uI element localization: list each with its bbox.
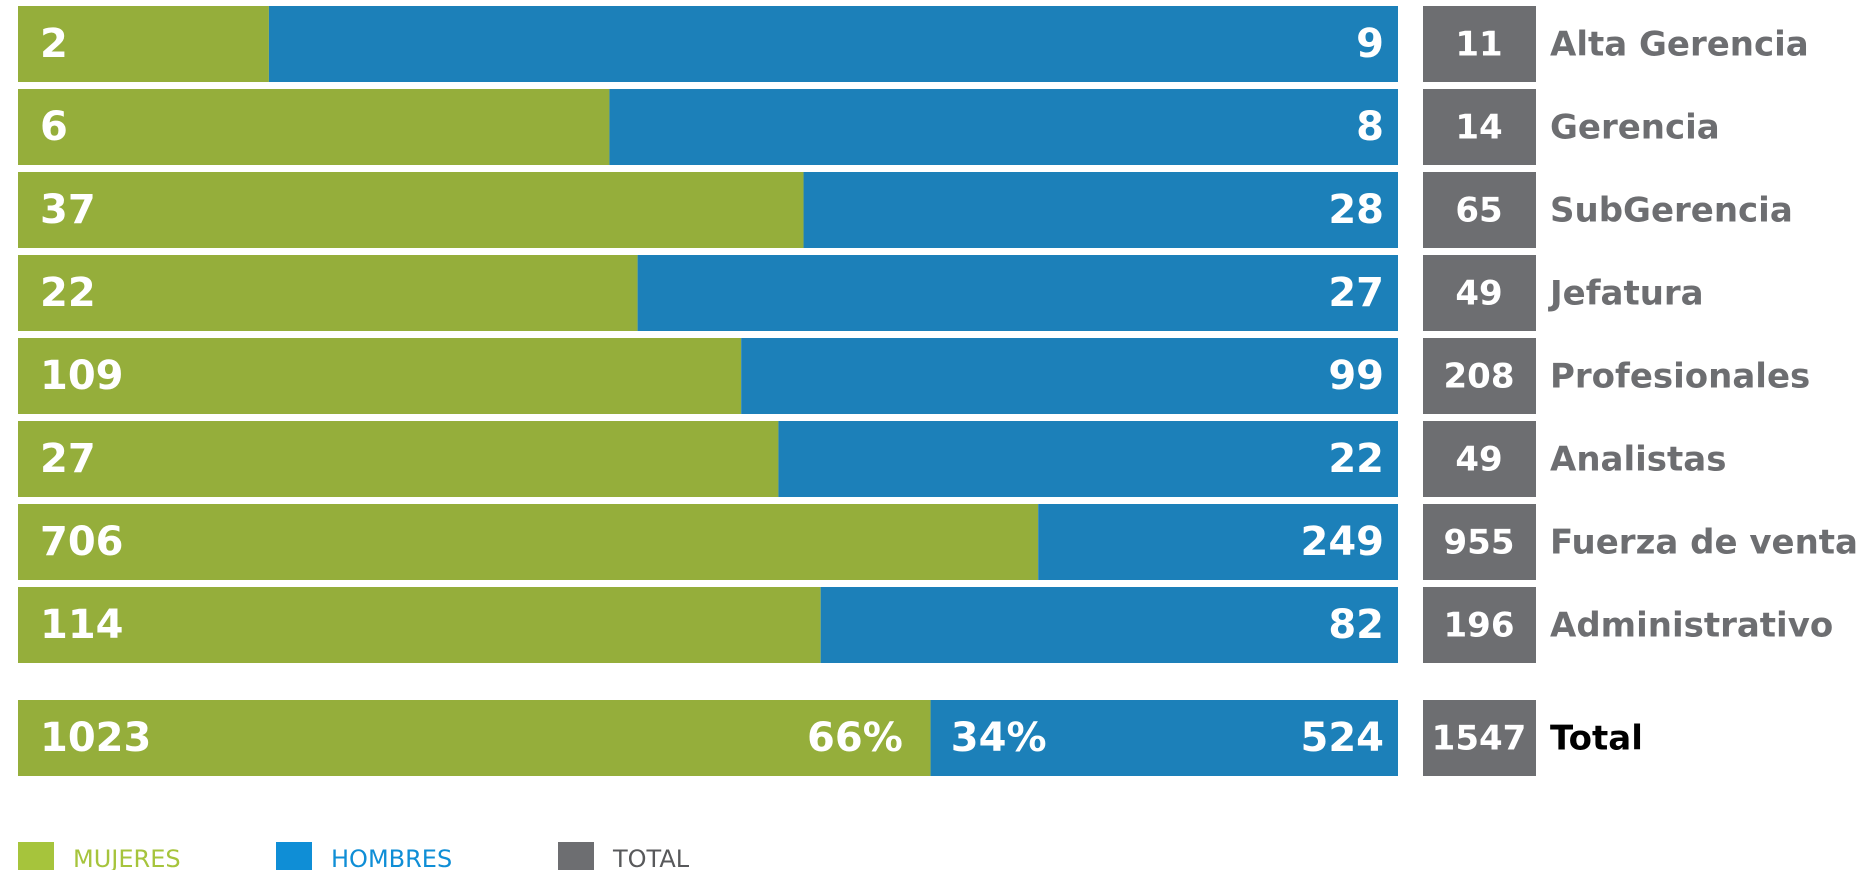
total-label: 65 [1455, 191, 1502, 231]
value-label: 28 [1328, 187, 1384, 233]
category-label: Alta Gerencia [1550, 25, 1809, 65]
category-label: SubGerencia [1550, 191, 1793, 231]
bar-women [18, 587, 821, 663]
total-label: 49 [1455, 274, 1502, 314]
bar-men [269, 6, 1398, 82]
category-label: Gerencia [1550, 108, 1720, 148]
bar-women [18, 172, 804, 248]
category-label: Fuerza de venta [1550, 523, 1858, 563]
bar-women [18, 700, 931, 776]
chart: 2 9 11 Alta Gerencia 6 8 14 Gerencia 37 28 65 SubGe… [0, 0, 1871, 870]
bar-women [18, 504, 1038, 580]
total-label: 955 [1444, 523, 1515, 563]
value-label: 1023 [40, 715, 151, 761]
legend-label: HOMBRES [331, 845, 452, 870]
value-label: 22 [40, 270, 96, 316]
value-label: 6 [40, 104, 68, 150]
value-label: 9 [1356, 21, 1384, 67]
value-label: 8 [1356, 104, 1384, 150]
value-label: 27 [40, 436, 96, 482]
value-label: 114 [40, 602, 124, 648]
category-label: Administrativo [1550, 606, 1833, 646]
value-label: 109 [40, 353, 124, 399]
bar-men [638, 255, 1398, 331]
share-label: 34% [951, 715, 1047, 761]
bar-women [18, 89, 609, 165]
bar-men [804, 172, 1398, 248]
bar-women [18, 255, 638, 331]
bar-men [741, 338, 1398, 414]
category-label: Analistas [1550, 440, 1726, 480]
total-label: 208 [1444, 357, 1515, 397]
share-label: 66% [807, 715, 903, 761]
value-label: 2 [40, 21, 68, 67]
bar-men [778, 421, 1398, 497]
legend-label: MUJERES [73, 845, 181, 870]
category-label: Profesionales [1550, 357, 1810, 397]
value-label: 706 [40, 519, 124, 565]
value-label: 99 [1328, 353, 1384, 399]
legend-swatch [276, 842, 312, 870]
bar-women [18, 421, 778, 497]
legend-swatch [558, 842, 594, 870]
category-label: Jefatura [1548, 274, 1704, 314]
total-label: 14 [1455, 108, 1502, 148]
value-label: 22 [1328, 436, 1384, 482]
total-label: 11 [1455, 25, 1502, 65]
value-label: 524 [1301, 715, 1385, 761]
value-label: 37 [40, 187, 96, 233]
category-label: Total [1550, 719, 1643, 759]
total-label: 49 [1455, 440, 1502, 480]
total-label: 1547 [1432, 719, 1527, 759]
bar-women [18, 338, 741, 414]
total-label: 196 [1444, 606, 1515, 646]
legend-swatch [18, 842, 54, 870]
value-label: 82 [1328, 602, 1384, 648]
value-label: 27 [1328, 270, 1384, 316]
value-label: 249 [1301, 519, 1385, 565]
bar-men [609, 89, 1398, 165]
bar-men [821, 587, 1398, 663]
legend-label: TOTAL [612, 845, 690, 870]
